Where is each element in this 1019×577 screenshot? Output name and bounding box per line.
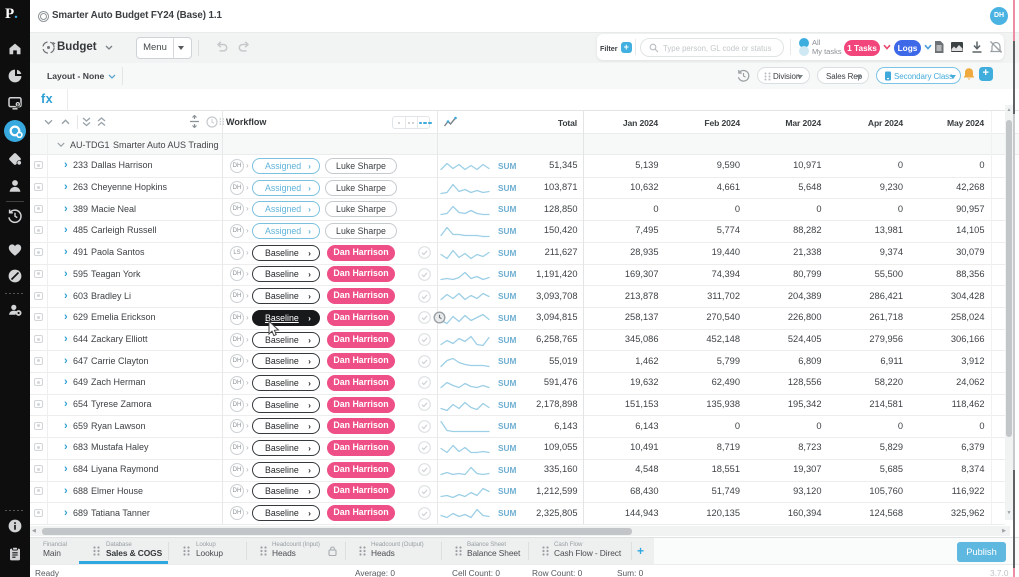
svg-text:$: $ bbox=[17, 102, 19, 106]
